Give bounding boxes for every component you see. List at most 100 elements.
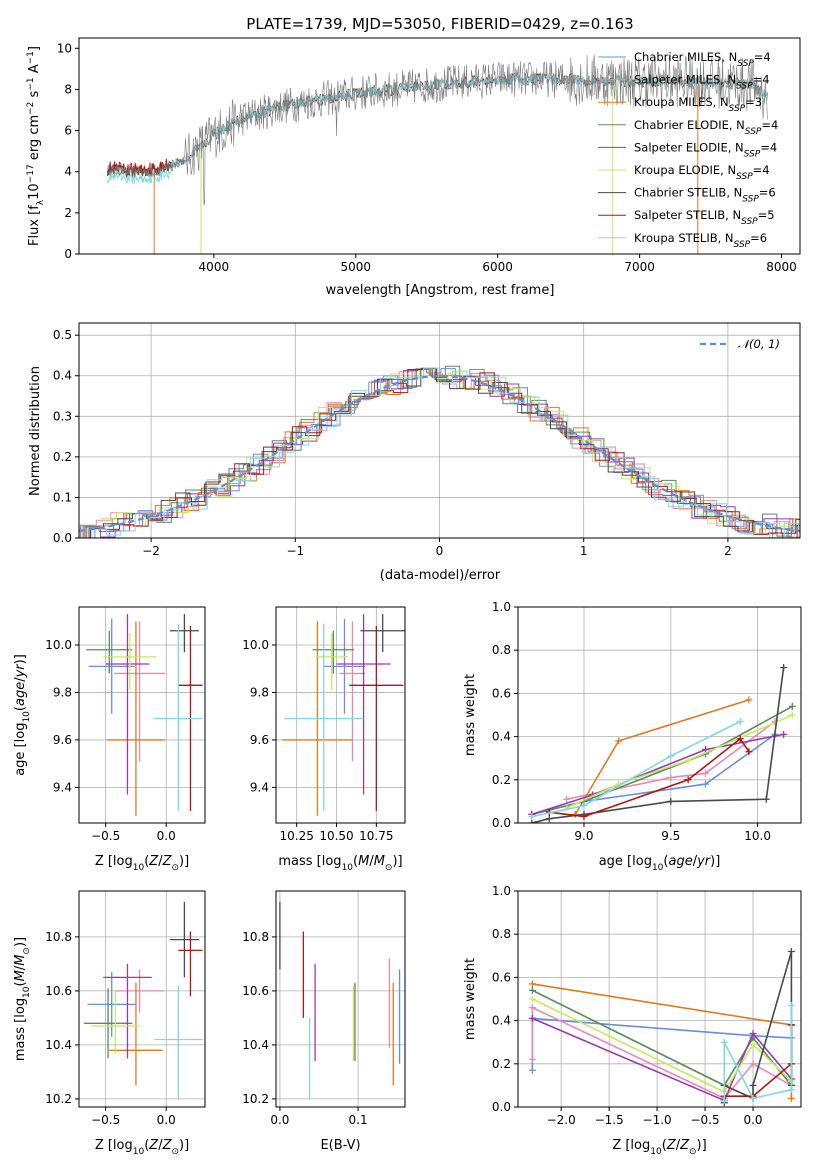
data-point xyxy=(736,735,744,743)
y-tick-label: 10.2 xyxy=(45,1092,72,1106)
label-part: −1 xyxy=(26,77,36,90)
label-part: )] xyxy=(710,854,720,869)
y-tick-label: 0.6 xyxy=(492,970,511,984)
y-tick-label: 10.4 xyxy=(242,1038,269,1052)
label-part: / xyxy=(13,677,28,682)
label-part: SSP xyxy=(736,172,753,182)
y-tick-label: 10.8 xyxy=(242,930,269,944)
y-tick-label: 0.6 xyxy=(492,686,511,700)
data-point xyxy=(749,1060,757,1068)
plot-area xyxy=(106,54,768,254)
y-tick-label: 10.6 xyxy=(45,984,72,998)
histogram-kroupa_stelib xyxy=(79,367,800,538)
data-point xyxy=(780,730,788,738)
legend-entry: 𝒩(0, 1) xyxy=(738,337,780,351)
label-part: 10 xyxy=(133,1147,145,1157)
y-tick-label: 10.4 xyxy=(45,1038,72,1052)
histogram-kroupa_elodie xyxy=(79,368,800,538)
x-tick-label: 0.0 xyxy=(157,829,176,843)
label-part: ( xyxy=(662,1138,667,1153)
label-part: ( xyxy=(144,1138,149,1153)
label-part: yr xyxy=(696,854,712,869)
label-part: SSP xyxy=(729,104,746,114)
series-line-salpeter_elodie xyxy=(531,733,784,816)
x-axis-label: E(B-V) xyxy=(320,1138,360,1153)
y-tick-label: 4 xyxy=(64,165,72,179)
y-tick-label: 0.8 xyxy=(492,643,511,657)
y-axis-label: Normed distribution xyxy=(28,366,43,496)
y-tick-label: 9.4 xyxy=(53,780,72,794)
data-point xyxy=(528,1066,536,1074)
data-point xyxy=(702,780,710,788)
label-part: Z [log xyxy=(95,854,133,869)
data-point xyxy=(563,795,571,803)
data-point xyxy=(749,1040,757,1048)
label-part: Z xyxy=(666,1138,677,1153)
data-point xyxy=(615,737,623,745)
label-part: mass [log xyxy=(13,998,28,1061)
data-point xyxy=(749,1094,757,1102)
legend-entry: Salpeter MILES, NSSP=4 xyxy=(634,73,770,92)
label-part: ⊙ xyxy=(171,1147,179,1157)
label-part: )] xyxy=(13,654,28,664)
data-point xyxy=(720,1038,728,1046)
label-part: SSP xyxy=(737,59,754,69)
axes-frame xyxy=(517,890,802,1108)
x-tick-label: 6000 xyxy=(482,260,513,274)
x-tick-label: 1 xyxy=(580,544,588,558)
label-part: 10 xyxy=(22,711,32,723)
figure-title: PLATE=1739, MJD=53050, FIBERID=0429, z=0… xyxy=(246,15,633,33)
data-point xyxy=(745,696,753,704)
histogram-kroupa_miles xyxy=(79,368,800,538)
data-point xyxy=(528,1004,536,1012)
label-part: )] xyxy=(179,1138,189,1153)
x-tick-label: 0.0 xyxy=(157,1113,176,1127)
x-tick-label: 5000 xyxy=(340,260,371,274)
label-part: )] xyxy=(13,937,28,947)
label-part: Salpeter ELODIE, N xyxy=(634,140,744,154)
label-part: −2 xyxy=(26,102,36,115)
y-tick-label: 0.2 xyxy=(53,450,72,464)
data-point xyxy=(528,986,536,994)
weight_vs_age-axes: 9.0 9.5 10.0 0.0 0.2 0.4 0.6 0.8 1.0 age [log10(a… xyxy=(463,600,802,873)
label-part: ( xyxy=(13,706,28,711)
normal-curve xyxy=(79,375,800,532)
label-part: M xyxy=(374,854,385,869)
label-part: Z [log xyxy=(612,1138,650,1153)
data-point xyxy=(667,797,675,805)
series-line-chabrier_elodie xyxy=(531,705,793,816)
y-tick-label: 9.8 xyxy=(53,685,72,699)
label-part: / xyxy=(369,854,374,869)
x-tick-label: 0.0 xyxy=(743,1113,762,1127)
y-tick-label: 0.5 xyxy=(53,328,72,342)
y-tick-label: 0.8 xyxy=(492,927,511,941)
y-axis-label: mass weight xyxy=(463,958,478,1040)
y-tick-label: 6 xyxy=(64,124,72,138)
label-part: )] xyxy=(697,1138,707,1153)
x-tick-label: −0.5 xyxy=(690,1113,719,1127)
label-part: age [log xyxy=(13,723,28,776)
x-tick-label: −2.0 xyxy=(547,1113,576,1127)
axes-frame xyxy=(275,606,406,824)
age_vs_mass-axes: 10.25 10.50 10.75 9.4 9.6 9.8 10.0 mass [log10(… xyxy=(242,606,406,873)
x-tick-label: 8000 xyxy=(766,260,797,274)
x-tick-label: −1.5 xyxy=(595,1113,624,1127)
label-part: / xyxy=(158,1138,163,1153)
x-tick-label: 0.1 xyxy=(349,1113,368,1127)
data-point xyxy=(684,756,692,764)
y-tick-label: 10.2 xyxy=(242,1092,269,1106)
plot-area xyxy=(79,323,800,538)
label-part: −1 xyxy=(26,51,36,64)
x-tick-label: 4000 xyxy=(199,260,230,274)
axes-frame xyxy=(275,890,406,1108)
y-tick-label: 10.6 xyxy=(242,984,269,998)
legend-entry: Salpeter STELIB, NSSP=5 xyxy=(634,208,775,227)
label-part: / xyxy=(158,854,163,869)
legend-entry: Chabrier STELIB, NSSP=6 xyxy=(634,186,776,205)
age_vs_Z-axes: −0.5 0.09.49.69.810.0Z [log10(Z/Z⊙)]age [… xyxy=(13,606,206,873)
label-part: A xyxy=(27,64,42,77)
y-tick-label: 10.8 xyxy=(45,930,72,944)
label-part: / xyxy=(13,965,28,970)
data-point xyxy=(788,702,796,710)
